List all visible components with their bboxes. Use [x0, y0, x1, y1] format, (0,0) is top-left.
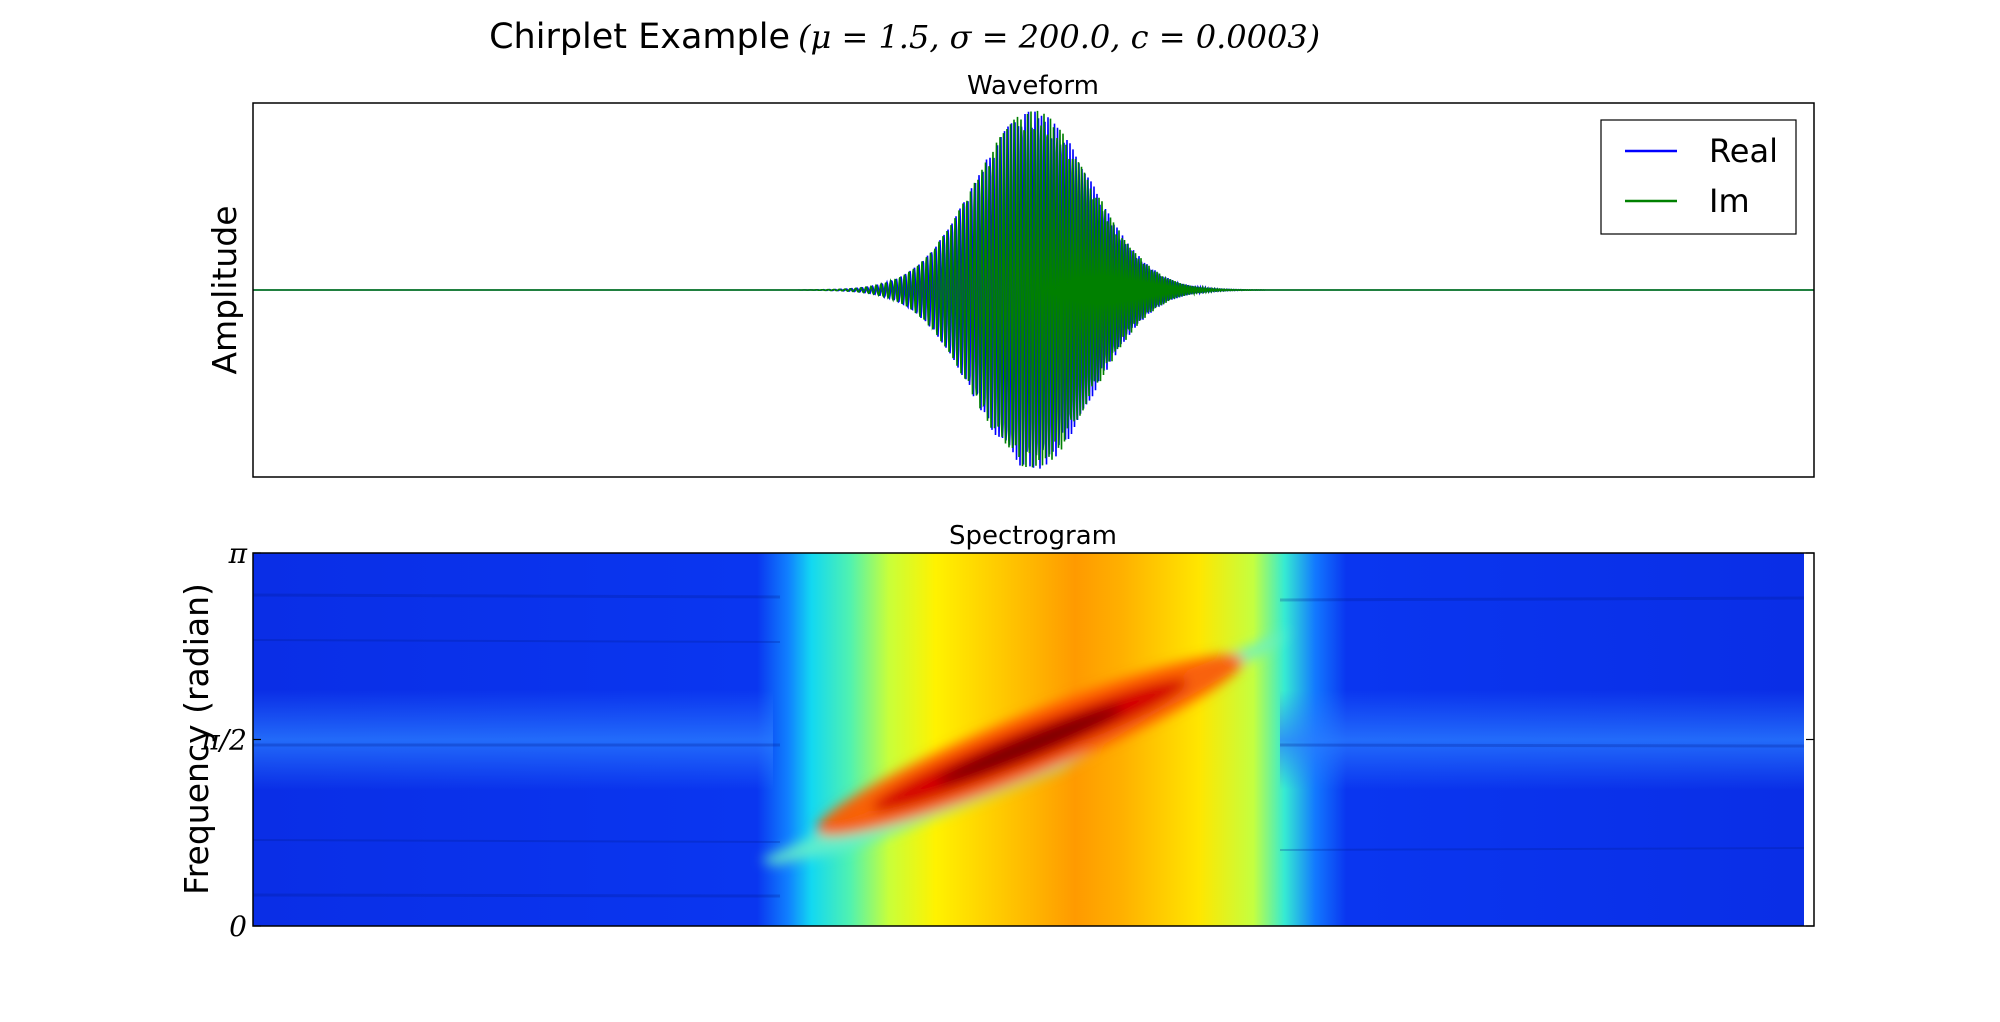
spectrogram-image: [253, 553, 1814, 926]
chirp-ridge: [760, 630, 1290, 865]
spectrogram-midband-left: [253, 690, 773, 790]
spectrogram-title: Spectrogram: [949, 521, 1117, 551]
waveform-axes-frame: [252, 102, 1815, 478]
waveform-title: Waveform: [967, 71, 1099, 101]
waveform-legend: Real Im: [1600, 119, 1797, 235]
spectrogram-midband-right: [1280, 690, 1804, 790]
ytick-label-2: π: [228, 537, 248, 570]
waveform-line-im: [253, 110, 1814, 468]
legend-label-real: Real: [1709, 132, 1778, 170]
figure-title-params: (μ = 1.5, σ = 200.0, c = 0.0003): [798, 18, 1320, 56]
spectrogram-panel: Spectrogram: [177, 521, 1815, 943]
waveform-panel: Waveform Amplitude Real Im: [205, 71, 1815, 478]
spectrogram-yticks: 0 π/2 π: [200, 537, 1814, 943]
legend-frame: [1600, 119, 1797, 235]
figure-title: Chirplet Example: [489, 17, 790, 57]
spectrogram-ylabel: Frequency (radian): [177, 583, 216, 895]
waveform-series-group: [253, 110, 1814, 469]
waveform-ylabel: Amplitude: [205, 205, 244, 374]
spectrogram-texture: [253, 593, 1805, 898]
legend-label-im: Im: [1709, 182, 1750, 220]
ytick-label-0: 0: [229, 910, 247, 943]
ytick-label-1: π/2: [200, 724, 247, 757]
